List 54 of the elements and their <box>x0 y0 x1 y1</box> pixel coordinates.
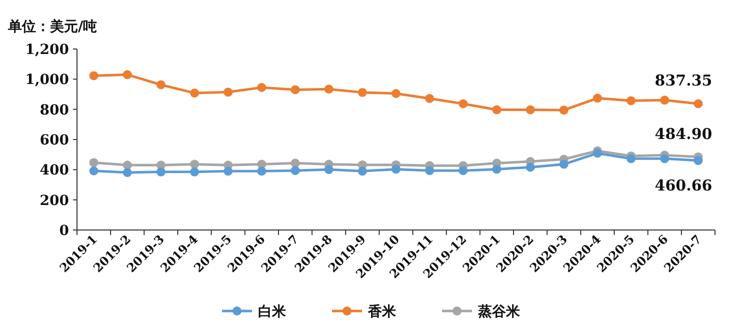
point <box>257 82 266 92</box>
y-tick-label: 1,200 <box>25 42 70 58</box>
point <box>122 70 132 80</box>
point <box>492 105 502 114</box>
point <box>290 166 300 176</box>
point <box>559 106 568 115</box>
y-tick-label: 0 <box>59 223 70 239</box>
y-tick-label: 1,000 <box>25 72 70 88</box>
point <box>559 160 568 169</box>
point <box>458 166 468 176</box>
point <box>626 96 636 106</box>
point <box>190 88 200 98</box>
point <box>660 96 670 105</box>
point <box>324 84 334 94</box>
point <box>190 167 200 176</box>
point <box>324 165 334 174</box>
point <box>190 160 200 169</box>
point <box>156 167 166 176</box>
point <box>358 166 367 176</box>
point <box>156 80 166 90</box>
data-label: 484.90 <box>654 124 712 143</box>
point <box>89 166 98 176</box>
point <box>694 156 703 166</box>
legend-label: 白米 <box>258 304 287 320</box>
point <box>660 154 670 164</box>
y-tick-label: 400 <box>40 162 70 179</box>
point <box>425 94 434 103</box>
point <box>358 88 367 97</box>
point <box>492 164 502 174</box>
point <box>425 166 434 176</box>
y-tick-label: 200 <box>40 192 70 209</box>
y-tick-label: 600 <box>40 132 70 148</box>
point <box>290 85 300 94</box>
legend-label: 香米 <box>367 304 397 320</box>
point <box>526 105 535 114</box>
point <box>458 99 468 108</box>
point <box>392 88 400 98</box>
data-label: 837.35 <box>654 72 712 90</box>
point <box>592 94 602 103</box>
point <box>592 148 602 158</box>
y-tick-label: 800 <box>40 102 70 118</box>
point <box>89 158 98 168</box>
point <box>224 88 233 97</box>
legend-label: 蒸谷米 <box>477 304 521 320</box>
point <box>392 164 400 174</box>
data-label: 460.66 <box>654 176 712 195</box>
point <box>89 71 98 80</box>
point <box>526 162 535 172</box>
point <box>257 166 266 176</box>
point <box>224 166 233 176</box>
y-axis-title: 单位：美元/吨 <box>7 18 98 35</box>
point <box>626 154 636 164</box>
point <box>694 99 703 108</box>
point <box>122 168 132 178</box>
